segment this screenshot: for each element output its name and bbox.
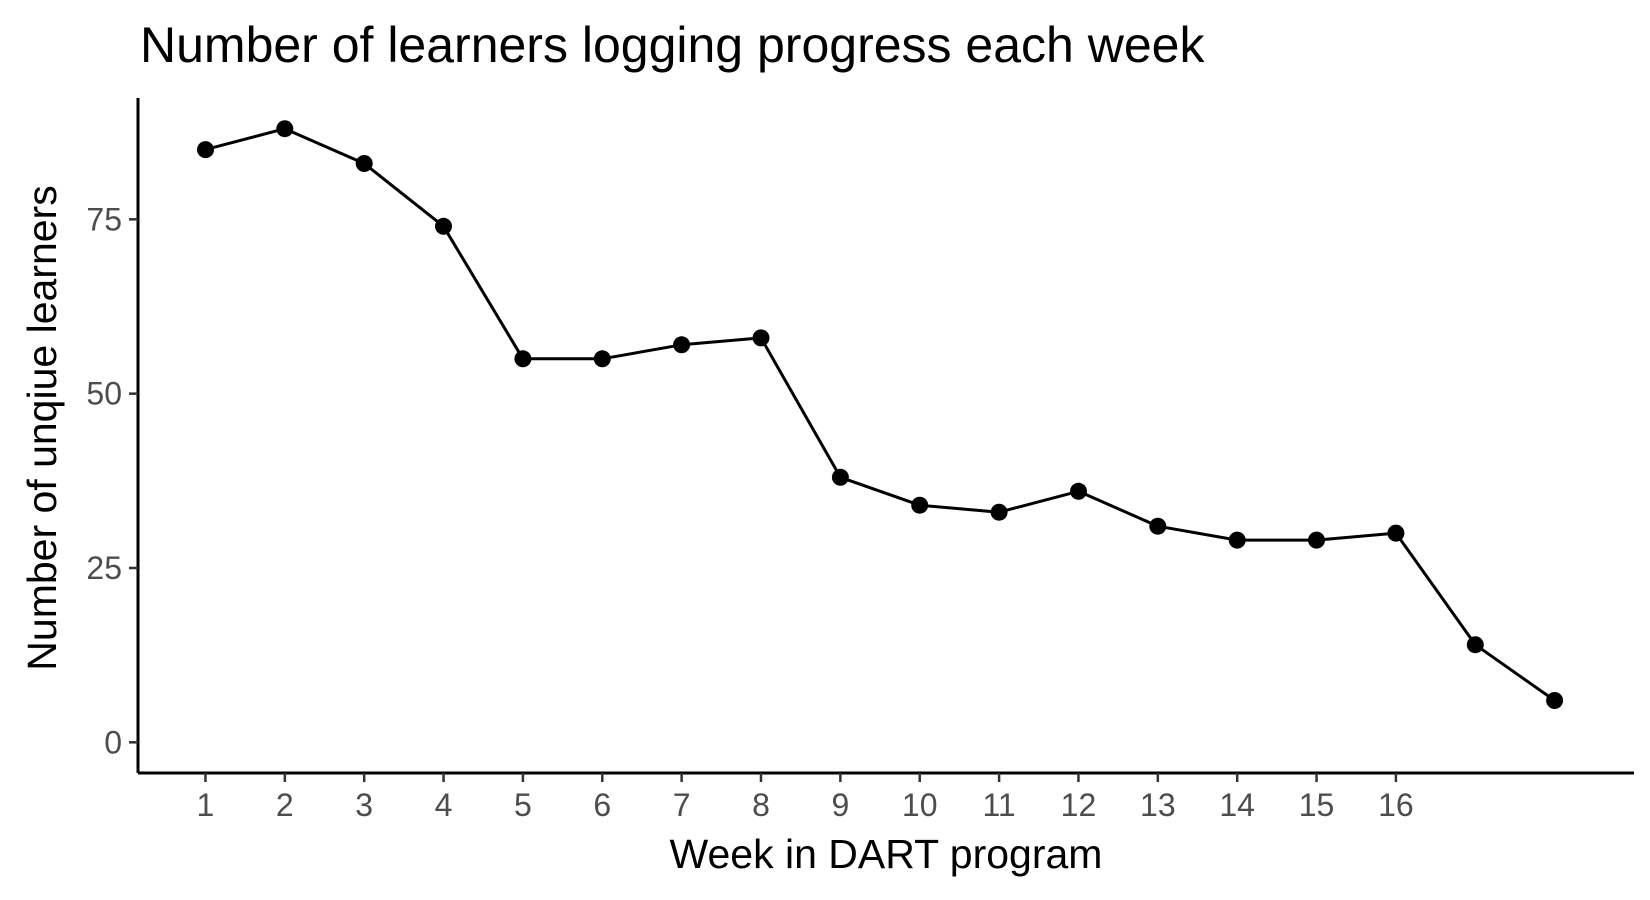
data-point: [276, 120, 294, 138]
data-point: [1228, 531, 1246, 549]
y-axis-label: Number of unqiue learners: [19, 185, 65, 670]
x-tick-label: 5: [514, 787, 532, 823]
data-point: [1070, 482, 1087, 500]
x-tick-label: 1: [197, 787, 215, 823]
x-tick-label: 15: [1299, 787, 1335, 823]
x-tick-label: 11: [982, 787, 1015, 823]
x-tick-label: 4: [435, 787, 453, 823]
data-point: [1546, 692, 1564, 709]
x-tick-label: 10: [902, 787, 938, 823]
y-tick-label: 0: [104, 724, 122, 760]
x-tick-label: 12: [1061, 787, 1097, 823]
data-point: [752, 329, 770, 347]
x-axis-ticks: 1 2 3 4 5 6 7 8 9 10 11 12 13 14 15 16: [197, 773, 1414, 823]
data-point: [514, 350, 532, 368]
y-tick-label: 75: [86, 201, 122, 237]
x-tick-label: 8: [752, 787, 770, 823]
data-point: [911, 496, 929, 514]
data-point: [831, 468, 849, 486]
x-tick-label: 2: [276, 787, 294, 823]
data-point: [1149, 517, 1167, 535]
y-tick-label: 25: [86, 550, 122, 586]
data-point: [593, 350, 611, 368]
x-tick-label: 9: [831, 787, 849, 823]
data-point: [1466, 636, 1484, 654]
data-point: [1308, 531, 1325, 549]
data-point: [1387, 524, 1405, 542]
x-axis-label: Week in DART program: [670, 831, 1103, 877]
data-point: [197, 141, 214, 159]
data-point: [673, 336, 691, 354]
chart-title: Number of learners logging progress each…: [140, 17, 1205, 73]
x-tick-label: 14: [1219, 787, 1255, 823]
x-tick-label: 13: [1140, 787, 1176, 823]
y-tick-label: 50: [86, 376, 122, 412]
data-point: [990, 503, 1008, 521]
x-tick-label: 3: [355, 787, 373, 823]
series-line: [205, 127, 1556, 702]
y-axis-ticks: 0 25 50 75: [86, 201, 138, 760]
data-point: [435, 217, 452, 235]
x-tick-label: 7: [673, 787, 691, 823]
data-point: [355, 155, 373, 172]
x-tick-label: 6: [593, 787, 611, 823]
series-group: [197, 120, 1564, 709]
x-tick-label: 16: [1378, 787, 1414, 823]
